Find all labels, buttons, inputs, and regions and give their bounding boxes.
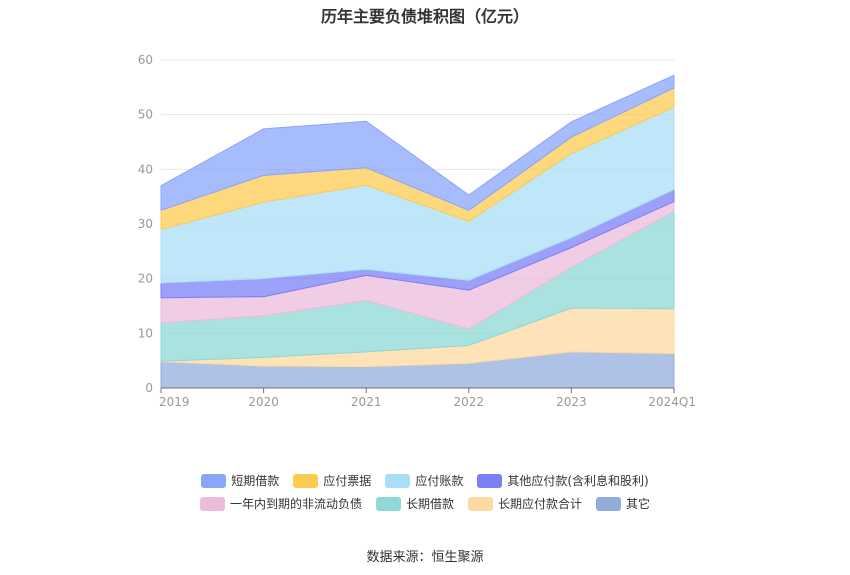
legend-label: 其它: [626, 497, 651, 511]
legend-item[interactable]: 一年内到期的非流动负债: [199, 495, 362, 512]
x-tick-label: 2020: [248, 395, 279, 409]
legend-swatch: [385, 473, 411, 488]
y-tick-label: 60: [138, 53, 153, 67]
chart-title: 历年主要负债堆积图（亿元）: [320, 7, 529, 26]
y-tick-label: 0: [145, 381, 153, 395]
legend-label: 短期借款: [231, 474, 280, 488]
legend-row: 短期借款 应付票据 应付账款 其他应付款(含利息和股利): [0, 472, 850, 489]
x-tick-label: 2021: [351, 395, 382, 409]
legend-item[interactable]: 长期借款: [375, 495, 454, 512]
y-tick-label: 10: [138, 326, 153, 340]
data-source: 数据来源：恒生聚源: [366, 550, 484, 565]
area-series: [160, 74, 675, 389]
legend-swatch: [293, 473, 319, 488]
legend-swatch: [596, 496, 622, 511]
legend-item[interactable]: 其他应付款(含利息和股利): [477, 472, 649, 489]
area-series-7[interactable]: [160, 74, 675, 212]
legend: 短期借款 应付票据 应付账款 其他应付款(含利息和股利) 一年内到期的非流动负债 长期借款…: [0, 472, 850, 518]
x-tick-label: 2024Q1: [648, 395, 696, 409]
legend-label: 一年内到期的非流动负债: [229, 497, 362, 511]
x-tick-label: 2022: [454, 395, 485, 409]
x-tick-label: 2019: [159, 395, 190, 409]
legend-item[interactable]: 短期借款: [201, 472, 279, 489]
legend-swatch: [375, 496, 401, 511]
axes: 0 10 20 30 40 50 60 2019 2020 2021 2022 2023 2024Q1: [138, 53, 696, 409]
legend-row: 一年内到期的非流动负债 长期借款 长期应付款合计 其它: [0, 495, 850, 512]
legend-swatch: [477, 473, 503, 488]
y-tick-label: 40: [138, 162, 153, 176]
legend-label: 应付票据: [323, 474, 372, 488]
legend-label: 应付账款: [415, 474, 464, 488]
y-tick-label: 20: [138, 272, 153, 286]
legend-swatch: [199, 496, 225, 511]
legend-label: 长期应付款合计: [498, 497, 583, 511]
y-tick-label: 50: [138, 108, 153, 122]
x-tick-label: 2023: [556, 395, 587, 409]
legend-item[interactable]: 长期应付款合计: [468, 495, 582, 512]
legend-item[interactable]: 其它: [596, 495, 650, 512]
y-tick-label: 30: [138, 217, 153, 231]
legend-swatch: [468, 496, 493, 511]
legend-swatch: [201, 473, 227, 488]
legend-label: 长期借款: [405, 497, 454, 511]
stacked-area-chart: 0 10 20 30 40 50 60 2019 2020 2021 2022 2023 2024Q1: [138, 53, 696, 409]
legend-item[interactable]: 应付票据: [293, 472, 371, 489]
legend-item[interactable]: 应付账款: [385, 472, 463, 489]
legend-label: 其他应付款(含利息和股利): [507, 474, 649, 488]
